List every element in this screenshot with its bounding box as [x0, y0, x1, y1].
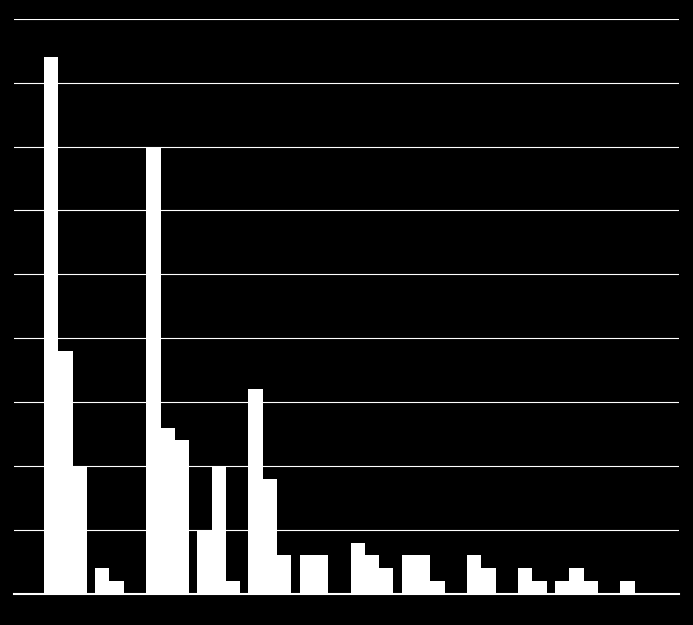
Bar: [416, 556, 430, 594]
Bar: [379, 568, 394, 594]
Bar: [109, 581, 124, 594]
Bar: [620, 581, 635, 594]
Bar: [175, 441, 189, 594]
Bar: [73, 466, 87, 594]
Bar: [44, 57, 58, 594]
Bar: [430, 581, 445, 594]
Bar: [482, 568, 495, 594]
Bar: [146, 146, 161, 594]
Bar: [365, 556, 379, 594]
Bar: [314, 556, 328, 594]
Bar: [584, 581, 598, 594]
Bar: [226, 581, 240, 594]
Bar: [402, 556, 416, 594]
Bar: [518, 568, 532, 594]
Bar: [248, 389, 263, 594]
Bar: [161, 428, 175, 594]
Bar: [95, 568, 109, 594]
Bar: [263, 479, 277, 594]
Bar: [569, 568, 584, 594]
Bar: [211, 466, 226, 594]
Bar: [299, 556, 314, 594]
Bar: [58, 351, 73, 594]
Bar: [467, 556, 482, 594]
Bar: [555, 581, 569, 594]
Bar: [532, 581, 547, 594]
Bar: [198, 530, 211, 594]
Bar: [277, 556, 291, 594]
Bar: [351, 542, 365, 594]
